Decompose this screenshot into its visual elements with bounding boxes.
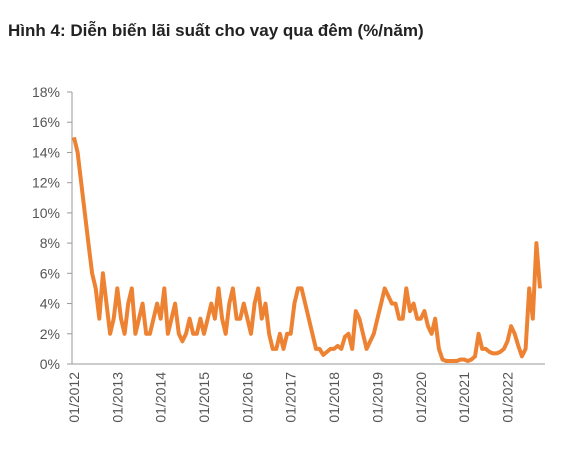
data-line bbox=[72, 136, 542, 363]
y-tick-label: 16% bbox=[32, 114, 60, 130]
x-tick-label: 01/2022 bbox=[499, 372, 515, 423]
y-tick-label: 14% bbox=[32, 144, 60, 160]
x-tick-label: 01/2018 bbox=[326, 372, 342, 423]
x-tick-label: 01/2016 bbox=[239, 372, 255, 423]
x-tick-label: 01/2013 bbox=[109, 372, 125, 423]
y-tick-label: 18% bbox=[32, 84, 60, 100]
y-tick-label: 6% bbox=[40, 265, 60, 281]
y-tick-label: 0% bbox=[40, 356, 60, 372]
x-tick-label: 01/2017 bbox=[283, 372, 299, 423]
x-tick-label: 01/2014 bbox=[153, 372, 169, 423]
y-tick-label: 10% bbox=[32, 205, 60, 221]
y-tick-label: 12% bbox=[32, 175, 60, 191]
x-tick-label: 01/2012 bbox=[66, 372, 82, 423]
x-tick-label: 01/2015 bbox=[196, 372, 212, 423]
x-tick-label: 01/2020 bbox=[413, 372, 429, 423]
chart-title: Hình 4: Diễn biến lãi suất cho vay qua đ… bbox=[8, 21, 424, 40]
x-tick-label: 01/2019 bbox=[369, 372, 385, 423]
y-tick-label: 8% bbox=[40, 235, 60, 251]
x-tick-label: 01/2021 bbox=[456, 372, 472, 423]
y-tick-label: 4% bbox=[40, 296, 60, 312]
y-tick-label: 2% bbox=[40, 326, 60, 342]
